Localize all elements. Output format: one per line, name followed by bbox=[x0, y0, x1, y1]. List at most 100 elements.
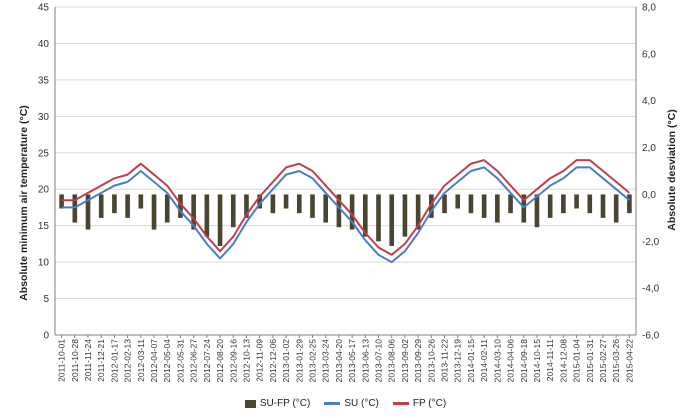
x-tick-label: 2013-01-29 bbox=[294, 339, 304, 383]
x-tick-label: 2012-06-27 bbox=[189, 339, 199, 383]
x-tick-label: 2013-09-02 bbox=[400, 339, 410, 383]
su-fp-bar bbox=[534, 194, 540, 228]
y2-axis-ticks: -6,0 -4,0 -2,0 0,0 2,0 4,0 6,0 8,0 bbox=[642, 3, 660, 342]
y2-tick-label: 8,0 bbox=[642, 3, 656, 14]
series-line-su bbox=[61, 166, 631, 264]
y2-tick-label: 4,0 bbox=[642, 96, 656, 107]
su-fp-bar bbox=[323, 194, 329, 223]
y-axis-title: Absolute minimum air temperature (°C) bbox=[18, 105, 30, 301]
su-fp-bar bbox=[85, 194, 91, 230]
su-fp-bar bbox=[389, 194, 395, 246]
su-fp-bar bbox=[613, 194, 619, 223]
legend-swatch-su bbox=[324, 402, 341, 405]
x-tick-label: 2012-01-17 bbox=[109, 339, 119, 383]
x-tick-label: 2014-02-11 bbox=[479, 339, 489, 382]
su-fp-bar bbox=[468, 194, 474, 214]
x-tick-label: 2012-05-31 bbox=[175, 339, 185, 383]
su-fp-bar bbox=[627, 194, 632, 214]
su-fp-columns bbox=[59, 194, 632, 246]
su-fp-bar bbox=[481, 194, 487, 218]
y2-tick-label: -2,0 bbox=[642, 237, 660, 248]
su-fp-bar bbox=[495, 194, 500, 223]
su-fp-bar bbox=[217, 194, 223, 246]
su-fp-bar bbox=[283, 194, 289, 209]
x-tick-label: 2013-11-22 bbox=[440, 339, 450, 382]
x-tick-label: 2013-12-19 bbox=[453, 339, 463, 383]
x-tick-label: 2015-01-31 bbox=[585, 339, 595, 383]
temperature-lines bbox=[61, 159, 631, 264]
x-tick-label: 2011-10-01 bbox=[57, 339, 67, 382]
y2-axis-title: Absolute desviation (°C) bbox=[666, 109, 678, 230]
legend-swatch-fp bbox=[392, 402, 409, 405]
x-tick-label: 2012-12-06 bbox=[268, 339, 278, 383]
y-tick-label: 0 bbox=[43, 331, 49, 342]
series-line-fp bbox=[61, 159, 631, 256]
x-tick-label: 2014-04-06 bbox=[506, 339, 516, 383]
su-fp-bar bbox=[138, 194, 144, 209]
su-fp-bar bbox=[164, 194, 170, 223]
x-tick-label: 2012-09-16 bbox=[228, 339, 238, 383]
su-fp-bar bbox=[429, 194, 434, 218]
su-fp-bar bbox=[125, 194, 130, 218]
su-fp-bar bbox=[561, 194, 566, 214]
su-fp-bar bbox=[59, 194, 64, 209]
x-tick-label: 2012-04-07 bbox=[149, 339, 159, 383]
x-tick-label: 2013-04-20 bbox=[334, 339, 344, 383]
su-fp-bar bbox=[230, 194, 236, 228]
su-fp-bar bbox=[257, 194, 262, 209]
x-tick-label: 2013-10-26 bbox=[426, 339, 436, 383]
y-tick-label: 25 bbox=[38, 148, 50, 159]
x-tick-label: 2012-08-20 bbox=[215, 339, 225, 383]
x-tick-label: 2013-02-25 bbox=[307, 339, 317, 383]
su-fp-bar bbox=[508, 194, 513, 214]
su-fp-bar bbox=[362, 194, 368, 237]
x-tick-label: 2011-10-28 bbox=[70, 339, 80, 382]
y2-tick-label: 6,0 bbox=[642, 49, 656, 60]
su-fp-bar bbox=[310, 194, 315, 218]
x-tick-label: 2015-03-26 bbox=[611, 339, 621, 383]
x-tick-label: 2013-09-29 bbox=[413, 339, 423, 383]
x-tick-label: 2014-12-08 bbox=[558, 339, 568, 383]
su-fp-bar bbox=[336, 194, 342, 228]
x-tick-label: 2014-01-15 bbox=[466, 339, 476, 383]
x-tick-label: 2013-08-06 bbox=[387, 339, 397, 383]
y-tick-label: 5 bbox=[43, 294, 49, 305]
x-tick-label: 2012-11-09 bbox=[255, 339, 265, 382]
x-tick-label: 2014-09-18 bbox=[519, 339, 529, 383]
y-tick-label: 30 bbox=[38, 112, 50, 123]
su-fp-bar bbox=[402, 194, 408, 237]
x-tick-label: 2013-07-10 bbox=[374, 339, 384, 383]
y-tick-label: 20 bbox=[38, 185, 50, 196]
y-tick-label: 45 bbox=[38, 3, 50, 14]
su-fp-bar bbox=[376, 194, 381, 242]
y-tick-label: 10 bbox=[38, 258, 50, 269]
x-tick-label: 2013-01-02 bbox=[281, 339, 291, 383]
legend-label-fp: FP (°C) bbox=[412, 398, 447, 409]
su-fp-bar bbox=[191, 194, 196, 230]
su-fp-bar bbox=[98, 194, 104, 218]
su-fp-bar bbox=[112, 194, 117, 214]
su-fp-bar bbox=[178, 194, 183, 218]
x-tick-label: 2013-06-13 bbox=[360, 339, 370, 383]
su-fp-bar bbox=[587, 194, 593, 214]
y-axis-ticks: 0 5 10 15 20 25 30 35 40 45 bbox=[38, 3, 50, 342]
x-tick-label: 2015-04-22 bbox=[624, 339, 634, 383]
y-tick-label: 40 bbox=[38, 39, 50, 50]
su-fp-bar bbox=[349, 194, 355, 230]
x-tick-label: 2012-10-13 bbox=[241, 339, 251, 383]
su-fp-bar bbox=[574, 194, 579, 209]
su-fp-bar bbox=[296, 194, 302, 214]
su-fp-bar bbox=[72, 194, 78, 223]
y-tick-label: 35 bbox=[38, 75, 50, 86]
x-axis-ticks: 2011-10-01 2011-10-28 2011-11-24 2011-12-21… bbox=[57, 335, 634, 383]
legend: SU-FP (°C) SU (°C) FP (°C) bbox=[0, 398, 691, 409]
su-fp-bar bbox=[270, 194, 276, 214]
x-tick-label: 2013-03-24 bbox=[321, 339, 331, 383]
legend-item-su: SU (°C) bbox=[324, 398, 379, 409]
x-tick-label: 2013-05-17 bbox=[347, 339, 357, 383]
legend-swatch-su-fp bbox=[244, 399, 256, 408]
su-fp-bar bbox=[547, 194, 553, 218]
y-tick-label: 15 bbox=[38, 221, 50, 232]
legend-item-su-fp: SU-FP (°C) bbox=[244, 398, 310, 409]
